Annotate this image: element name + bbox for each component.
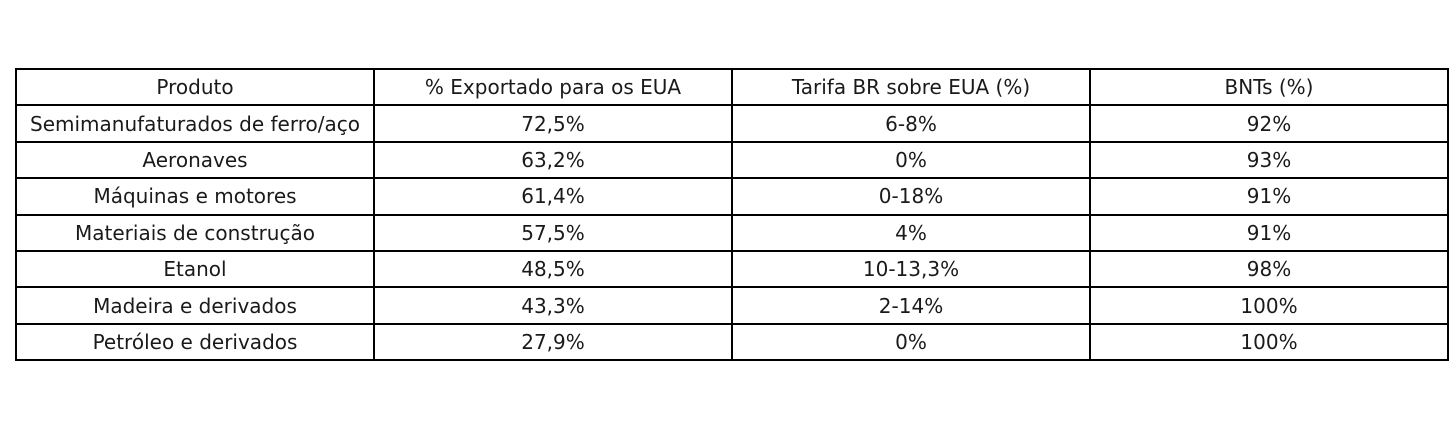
data-table: Produto% Exportado para os EUA Tarifa BR … [15, 67, 1449, 362]
table-cell: 0% [731, 140, 1091, 180]
table-row: Etanol 48,5% 10-13,3% 98% [15, 249, 1449, 289]
table-row: Aeronaves 63,2% 0% 93% [15, 140, 1449, 180]
table-cell: 91% [1089, 177, 1449, 216]
table-cell: Petróleo e derivados [15, 322, 375, 362]
header-cell: % Exportado para os EUA [373, 67, 733, 107]
table-cell: 27,9% [373, 322, 733, 362]
table-cell: 57,5% [373, 213, 733, 252]
table-row: Máquinas e motores 61,4% 0-18% 91% [15, 177, 1449, 216]
table-cell: Materiais de construção [15, 213, 375, 252]
table-cell: 100% [1089, 322, 1449, 362]
table-cell: 10-13,3% [731, 249, 1091, 289]
table-row: Semimanufaturados de ferro/aço 72,5% 6-8% 9… [15, 104, 1449, 143]
header-cell: Produto [15, 67, 375, 107]
header-cell: Tarifa BR sobre EUA (%) [731, 67, 1091, 107]
table-cell: 43,3% [373, 286, 733, 325]
header-row: Produto% Exportado para os EUA Tarifa BR … [15, 67, 1449, 107]
table-cell: Semimanufaturados de ferro/aço [15, 104, 375, 143]
table-cell: 0% [731, 322, 1091, 362]
table-row: Materiais de construção 57,5% 4% 91% [15, 213, 1449, 252]
table-cell: 98% [1089, 249, 1449, 289]
table-cell: 93% [1089, 140, 1449, 180]
table-row: Petróleo e derivados 27,9% 0% 100% [15, 322, 1449, 362]
table-cell: Madeira e derivados [15, 286, 375, 325]
table-cell: 91% [1089, 213, 1449, 252]
header-cell: BNTs (%) [1089, 67, 1449, 107]
table-cell: 100% [1089, 286, 1449, 325]
table-cell: Máquinas e motores [15, 177, 375, 216]
table-row: Madeira e derivados 43,3% 2-14% 100% [15, 286, 1449, 325]
table-cell: 63,2% [373, 140, 733, 180]
table-cell: 0-18% [731, 177, 1091, 216]
table-body: Produto% Exportado para os EUA Tarifa BR … [15, 67, 1449, 362]
table-cell: Aeronaves [15, 140, 375, 180]
table-cell: 2-14% [731, 286, 1091, 325]
table-cell: 4% [731, 213, 1091, 252]
table-cell: 61,4% [373, 177, 733, 216]
table-cell: 48,5% [373, 249, 733, 289]
table-cell: Etanol [15, 249, 375, 289]
table-cell: 72,5% [373, 104, 733, 143]
table-cell: 92% [1089, 104, 1449, 143]
table-cell: 6-8% [731, 104, 1091, 143]
